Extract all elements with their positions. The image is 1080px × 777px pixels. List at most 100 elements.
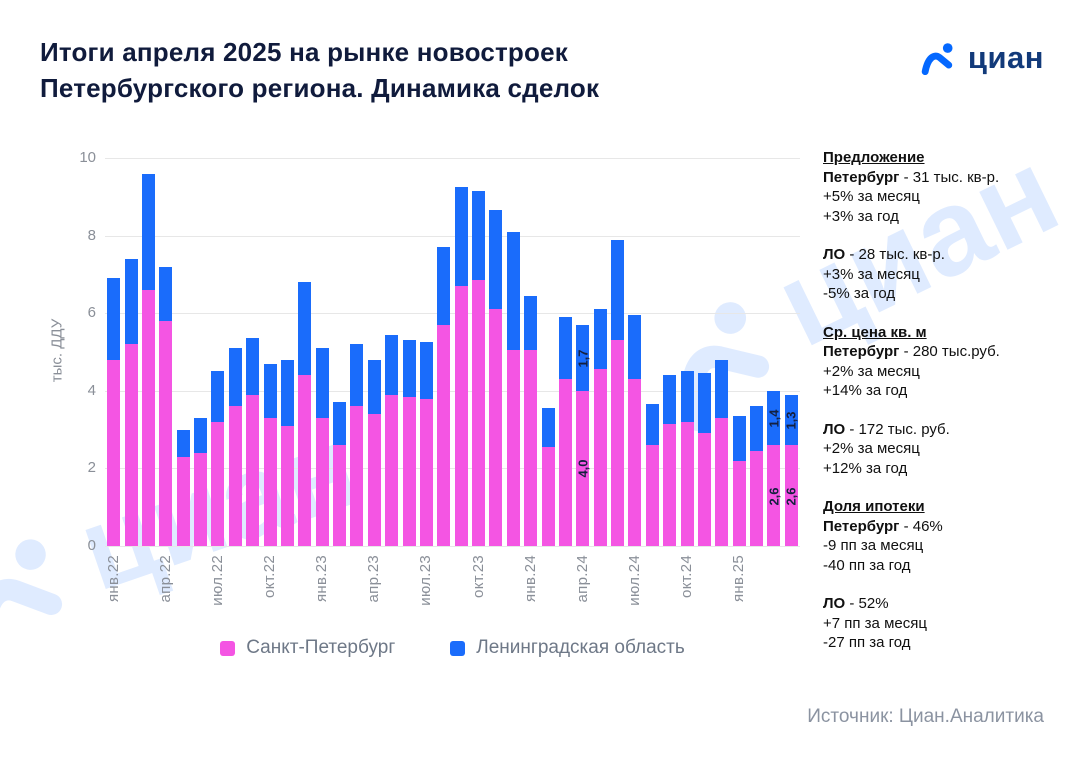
- segment-lo: [663, 375, 677, 424]
- segment-lo: [732, 416, 746, 461]
- segment-lo: [680, 371, 694, 422]
- segment-lo: [715, 359, 729, 418]
- bar-stack-апр.23: [367, 359, 381, 546]
- segment-spb: [593, 369, 607, 546]
- y-tick-label: 10: [79, 149, 96, 166]
- bar-stack-мар.23: [350, 344, 364, 546]
- segment-lo: [628, 315, 642, 380]
- page-title: Итоги апреля 2025 на рынке новостроек Пе…: [40, 34, 599, 107]
- bar-value-label-spb: 4,0: [575, 459, 591, 478]
- stats-line: +2% за месяц: [823, 440, 920, 457]
- stats-section-title: Предложение: [823, 149, 925, 166]
- legend: Санкт-Петербург Ленинградская область: [105, 637, 800, 659]
- stats-line: +5% за месяц: [823, 188, 920, 205]
- segment-spb: [558, 379, 572, 546]
- segment-lo: [697, 373, 711, 434]
- stats-line: +12% за год: [823, 459, 908, 477]
- bar-stack-июл.23: [419, 342, 433, 546]
- segment-spb: [176, 456, 190, 546]
- bar-stack-сен.22: [246, 338, 260, 546]
- segment-spb: [159, 320, 173, 546]
- bar-stack-июл.22: [211, 371, 225, 546]
- bar-stack-май.23: [385, 334, 399, 546]
- segment-spb: [697, 433, 711, 546]
- segment-spb: [680, 421, 694, 546]
- cian-logo-text: циан: [967, 40, 1044, 75]
- segment-spb: [419, 398, 433, 546]
- segment-lo: [524, 295, 538, 351]
- bar-stack-ноя.22: [280, 359, 294, 546]
- gridline: [105, 468, 800, 470]
- bar-stack-янв.22: [107, 278, 121, 546]
- x-tick-label: янв.23: [313, 555, 331, 603]
- segment-spb: [194, 452, 208, 546]
- bar-stack-фев.22: [124, 258, 138, 546]
- bar-stack-янв.24: [524, 295, 538, 546]
- cian-logo: циан: [921, 40, 1044, 76]
- bar-stack-окт.23: [472, 191, 486, 546]
- bar-stack-мар.24: [558, 317, 572, 546]
- segment-lo: [645, 404, 659, 446]
- bar-stack-янв.23: [315, 348, 329, 546]
- segment-lo: [176, 429, 190, 457]
- segment-spb: [367, 414, 381, 546]
- bar-stack-апр.25: 2,6 1,3: [783, 394, 799, 546]
- bar-stack-авг.24: [645, 404, 659, 546]
- bar-stack-фев.24: [541, 408, 555, 546]
- chart-area: 0 2 4 6 8 10 янв.22 апр.22 июл.22 окт.22 янв.23 апр…: [79, 149, 800, 606]
- segment-lo: [767, 390, 781, 446]
- stats-panel: Предложение Петербург - 31 тыс. кв-р. +5% …: [823, 148, 1063, 672]
- bar-stack-апр.24: 4,0 1,7: [575, 324, 591, 546]
- x-tick-label: окт.23: [469, 555, 487, 598]
- segment-spb: [385, 394, 399, 546]
- segment-spb: [524, 350, 538, 546]
- bar-value-label-lo: 1,3: [783, 411, 799, 430]
- segment-spb: [315, 417, 329, 546]
- segment-spb: [350, 406, 364, 546]
- segment-spb: [784, 445, 798, 546]
- stats-line: -9 пп за месяц: [823, 537, 924, 554]
- segment-lo: [385, 334, 399, 395]
- stats-section-title: Ср. цена кв. м: [823, 323, 927, 341]
- stats-lead-line: ЛО - 172 тыс. руб.: [823, 420, 950, 438]
- legend-item-spb: Санкт-Петербург: [220, 637, 395, 659]
- legend-swatch-lo: [450, 640, 466, 656]
- x-tick-label: апр.22: [156, 555, 174, 603]
- gridline: [105, 235, 800, 237]
- x-tick-label: янв.24: [521, 555, 539, 603]
- bar-stack-мар.25: 2,6 1,4: [766, 390, 781, 546]
- stats-block: Ср. цена кв. м Петербург - 280 тыс.руб. +2…: [823, 323, 1063, 401]
- segment-spb: [472, 280, 486, 546]
- x-tick-label: янв.22: [104, 555, 122, 603]
- segment-lo: [211, 371, 225, 422]
- bar-stack-дек.22: [298, 282, 312, 546]
- bar-stack-июн.23: [402, 340, 416, 546]
- segment-lo: [454, 187, 468, 287]
- segment-lo: [437, 247, 451, 325]
- segment-spb: [211, 421, 225, 546]
- bar-stack-авг.22: [228, 348, 242, 546]
- stats-lead-line: Петербург - 280 тыс.руб.: [823, 343, 1000, 360]
- x-tick-label: июл.22: [208, 555, 226, 606]
- segment-lo: [228, 348, 242, 407]
- stats-line: -40 пп за год: [823, 556, 911, 574]
- segment-spb: [124, 344, 138, 546]
- segment-lo: [263, 363, 277, 418]
- segment-lo: [367, 359, 381, 415]
- segment-lo: [576, 324, 590, 391]
- bar-stack-июн.24: [611, 239, 625, 546]
- segment-lo: [280, 359, 294, 426]
- segment-spb: [263, 417, 277, 546]
- segment-spb: [333, 445, 347, 546]
- segment-lo: [107, 278, 121, 360]
- legend-label-spb: Санкт-Петербург: [246, 637, 396, 658]
- bar-stack-апр.22: [159, 266, 173, 546]
- segment-spb: [732, 460, 746, 546]
- segment-lo: [141, 173, 155, 290]
- stats-line: -5% за год: [823, 285, 896, 302]
- bar-stack-ноя.24: [697, 373, 711, 546]
- segment-lo: [611, 239, 625, 341]
- segment-spb: [489, 309, 503, 546]
- segment-spb: [611, 340, 625, 546]
